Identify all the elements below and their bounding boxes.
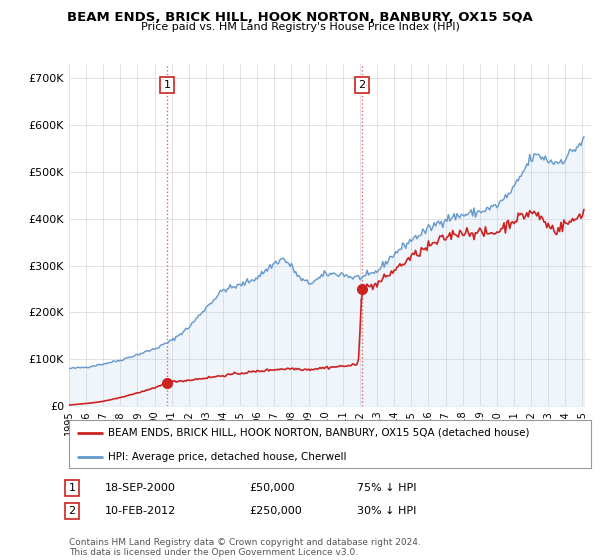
Text: Price paid vs. HM Land Registry's House Price Index (HPI): Price paid vs. HM Land Registry's House …	[140, 22, 460, 32]
Text: BEAM ENDS, BRICK HILL, HOOK NORTON, BANBURY, OX15 5QA: BEAM ENDS, BRICK HILL, HOOK NORTON, BANB…	[67, 11, 533, 24]
Text: 1: 1	[163, 80, 170, 90]
Text: 75% ↓ HPI: 75% ↓ HPI	[357, 483, 416, 493]
Text: £50,000: £50,000	[249, 483, 295, 493]
Text: £250,000: £250,000	[249, 506, 302, 516]
Text: 10-FEB-2012: 10-FEB-2012	[105, 506, 176, 516]
Text: 1: 1	[68, 483, 76, 493]
Text: HPI: Average price, detached house, Cherwell: HPI: Average price, detached house, Cher…	[108, 452, 347, 462]
Text: Contains HM Land Registry data © Crown copyright and database right 2024.
This d: Contains HM Land Registry data © Crown c…	[69, 538, 421, 557]
Text: 18-SEP-2000: 18-SEP-2000	[105, 483, 176, 493]
Text: 2: 2	[68, 506, 76, 516]
Text: 2: 2	[358, 80, 365, 90]
Text: 30% ↓ HPI: 30% ↓ HPI	[357, 506, 416, 516]
Text: BEAM ENDS, BRICK HILL, HOOK NORTON, BANBURY, OX15 5QA (detached house): BEAM ENDS, BRICK HILL, HOOK NORTON, BANB…	[108, 428, 530, 438]
